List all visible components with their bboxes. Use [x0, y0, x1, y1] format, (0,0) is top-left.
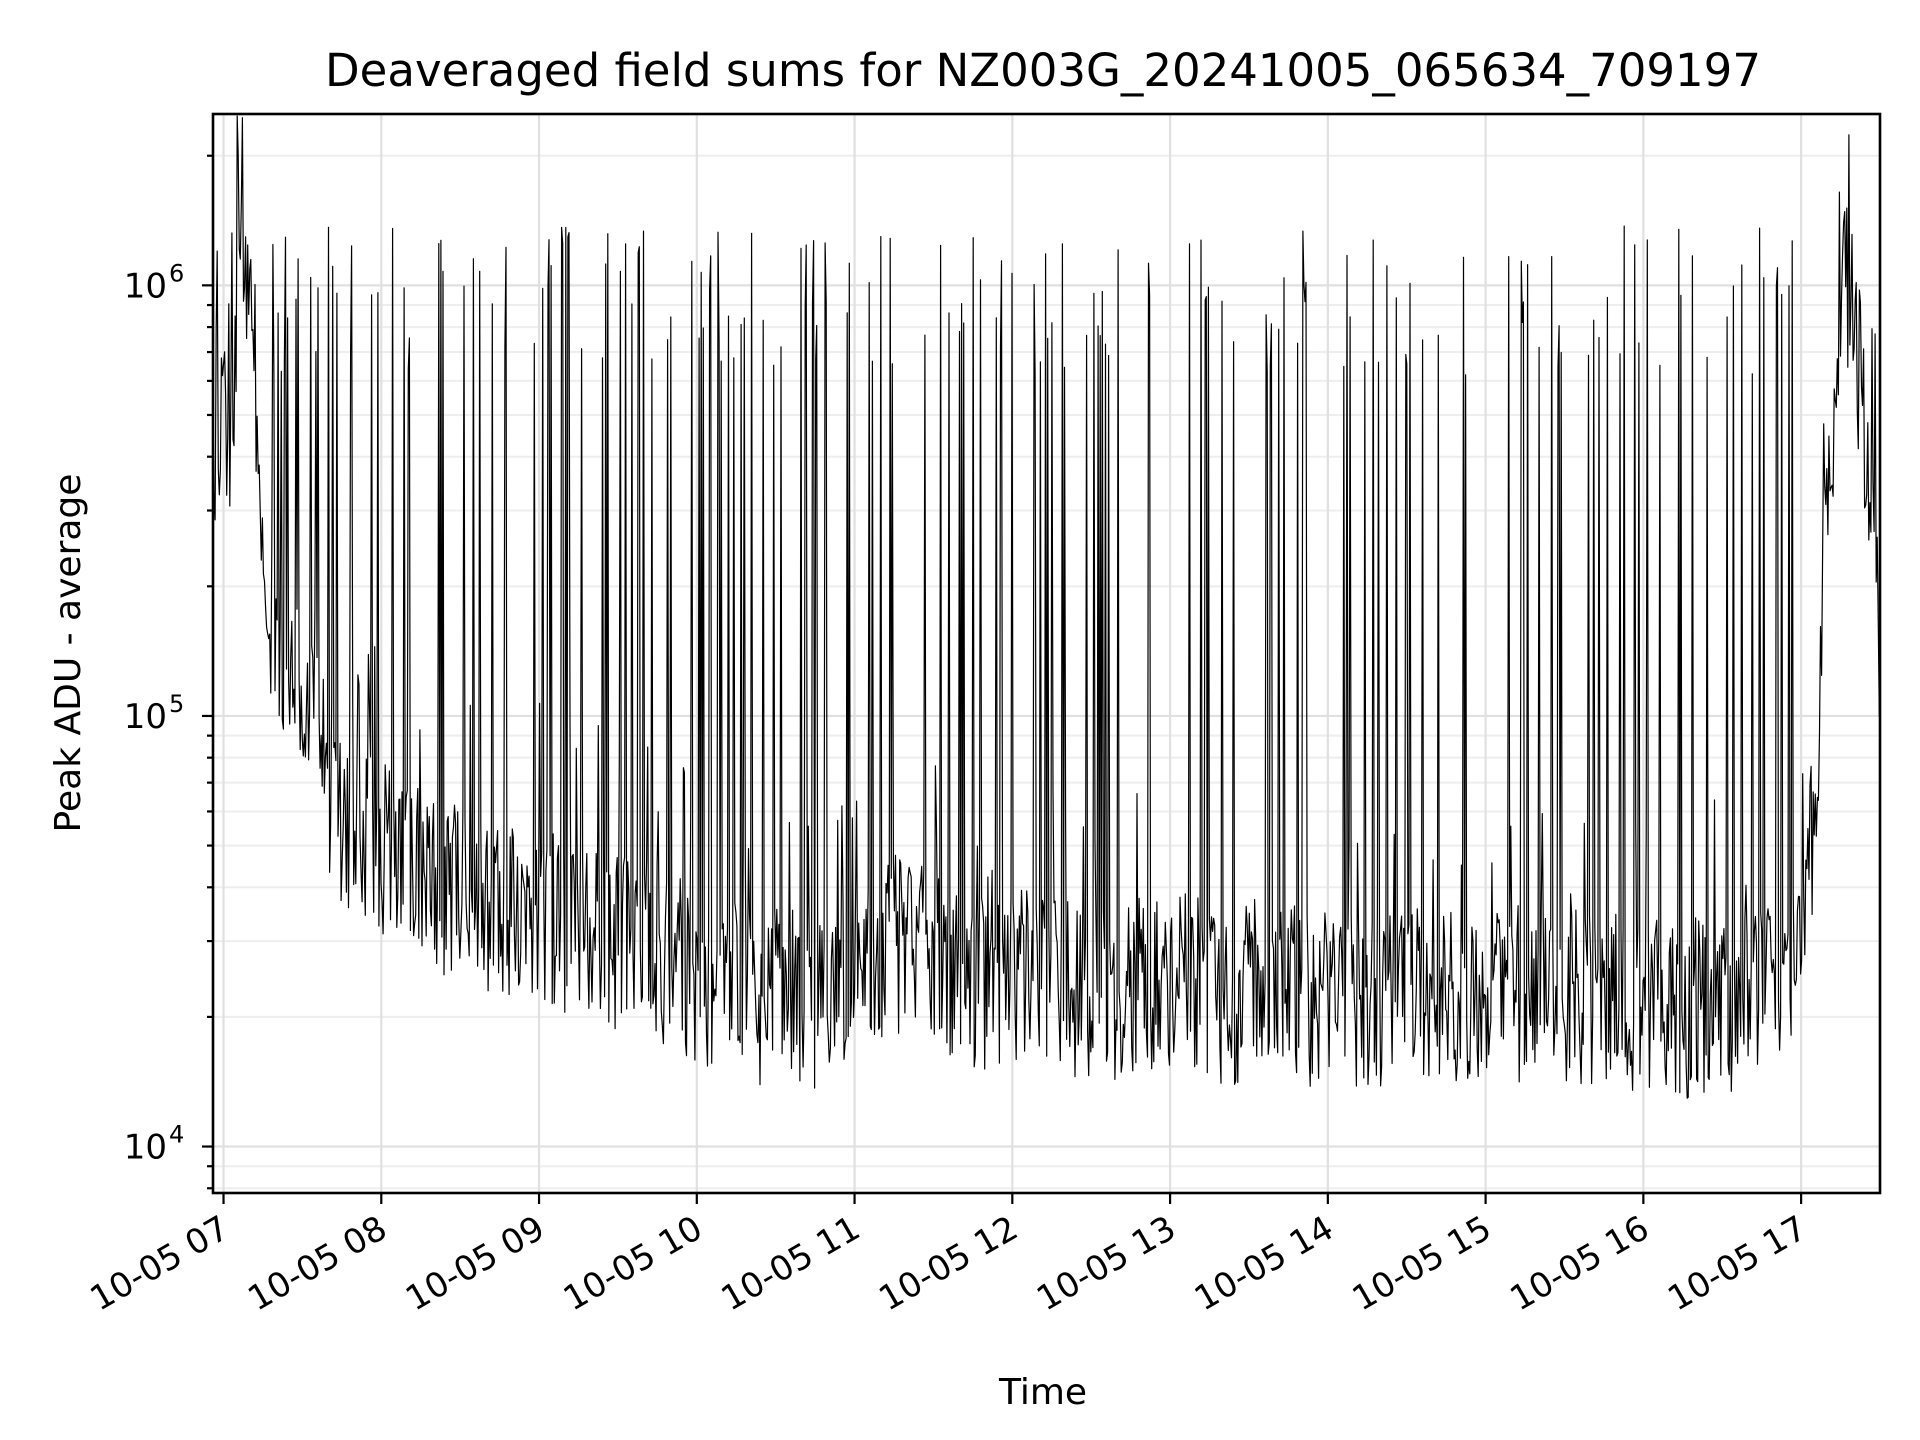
y-tick-label: 10: [124, 1128, 167, 1168]
x-tick-label: 10-05 17: [1661, 1208, 1813, 1319]
x-axis: 10-05 07 10-05 08 10-05 09 10-05 10 10-05 11…: [84, 1193, 1814, 1319]
x-tick-label: 10-05 11: [715, 1208, 867, 1319]
x-tick-label: 10-05 15: [1346, 1208, 1498, 1319]
y-tick-exponent: 5: [169, 690, 184, 718]
x-tick-label: 10-05 10: [557, 1208, 709, 1319]
y-tick-label: 10: [124, 266, 167, 306]
x-tick-label: 10-05 09: [399, 1208, 551, 1319]
y-tick-exponent: 4: [169, 1121, 184, 1149]
x-tick-label: 10-05 16: [1503, 1208, 1655, 1319]
x-axis-label: Time: [998, 1372, 1087, 1413]
x-tick-label: 10-05 14: [1188, 1208, 1340, 1319]
series-line: [212, 115, 1880, 1099]
plot-frame: [211, 112, 1882, 1195]
x-tick-label: 10-05 07: [84, 1208, 236, 1319]
y-tick-label: 10: [124, 697, 167, 737]
chart-title: Deaveraged field sums for NZ003G_2024100…: [325, 44, 1761, 97]
y-tick-exponent: 6: [169, 259, 184, 287]
x-tick-label: 10-05 13: [1030, 1208, 1182, 1319]
x-tick-label: 10-05 08: [241, 1208, 393, 1319]
plot-area: [212, 115, 1880, 1099]
x-tick-label: 10-05 12: [872, 1208, 1024, 1319]
y-axis-label: Peak ADU - average: [48, 474, 89, 833]
